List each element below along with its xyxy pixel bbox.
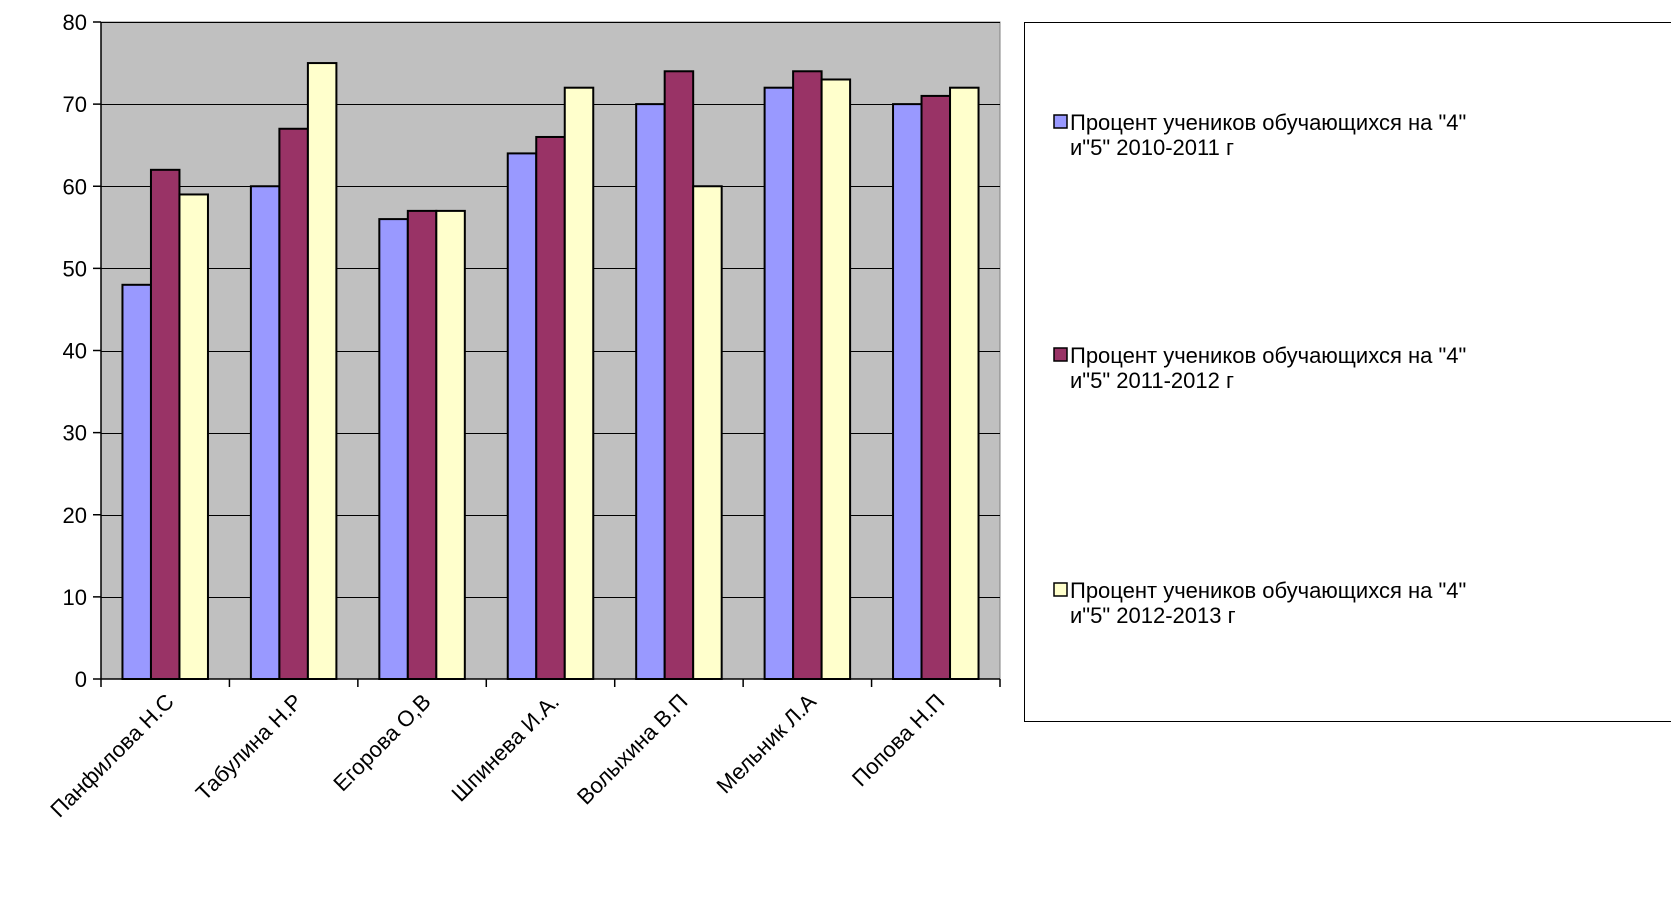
x-tick-label: Волыхина В.П xyxy=(572,689,693,810)
bar-3-5 xyxy=(692,185,723,680)
y-tick-label: 20 xyxy=(63,503,87,528)
y-tick-label: 50 xyxy=(63,256,87,281)
x-tick-label: Шпинева И.А. xyxy=(446,689,564,807)
y-tick-label: 40 xyxy=(63,339,87,364)
legend-label-1: Процент учеников обучающихся на "4" xyxy=(1070,110,1466,135)
y-tick-label: 80 xyxy=(63,10,87,35)
y-tick-label: 0 xyxy=(75,667,87,692)
bar-1-4 xyxy=(506,152,538,680)
bars xyxy=(121,62,980,681)
bar-1-5 xyxy=(635,103,666,680)
bar-3-4 xyxy=(563,86,595,680)
bar-3-2 xyxy=(306,62,338,680)
bar-1-6 xyxy=(763,86,795,680)
bar-2-1 xyxy=(149,168,181,680)
legend-label-1: и"5" 2010-2011 г xyxy=(1070,135,1234,160)
bar-2-2 xyxy=(278,127,309,680)
legend-label-3: Процент учеников обучающихся на "4" xyxy=(1070,578,1466,603)
bar-1-7 xyxy=(892,103,923,680)
bar-3-1 xyxy=(178,193,209,680)
legend-label-3: и"5" 2012-2013 г xyxy=(1070,603,1236,628)
y-tick-label: 30 xyxy=(63,421,87,446)
bar-2-6 xyxy=(792,70,823,680)
bar-2-3 xyxy=(406,209,438,680)
bar-2-5 xyxy=(663,70,695,680)
bar-1-2 xyxy=(249,185,281,680)
x-tick-label: Мельник Л.А xyxy=(711,689,821,799)
bar-3-6 xyxy=(820,78,852,681)
y-tick-label: 10 xyxy=(63,585,87,610)
legend-swatch-1 xyxy=(1053,114,1068,129)
bar-1-1 xyxy=(121,283,152,680)
legend-label-2: Процент учеников обучающихся на "4" xyxy=(1070,343,1466,368)
bar-2-7 xyxy=(920,94,952,681)
y-tick-label: 60 xyxy=(63,174,87,199)
x-tick-label: Попова Н.П xyxy=(847,689,949,791)
x-tick-label: Панфилова Н.С xyxy=(45,689,178,822)
x-tick-label: Егорова О,В xyxy=(328,689,435,796)
bar-3-7 xyxy=(949,86,980,680)
bar-1-3 xyxy=(378,218,409,680)
legend-box xyxy=(1024,22,1671,722)
bar-2-4 xyxy=(535,135,566,681)
legend: Процент учеников обучающихся на "4"и"5" … xyxy=(1024,22,1671,722)
legend-swatch-3 xyxy=(1053,582,1068,597)
y-tick-label: 70 xyxy=(63,92,87,117)
legend-swatch-2 xyxy=(1053,347,1068,362)
x-tick-label: Табулина Н.Р xyxy=(191,689,307,805)
bar-3-3 xyxy=(435,209,466,680)
legend-label-2: и"5" 2011-2012 г xyxy=(1070,368,1234,393)
